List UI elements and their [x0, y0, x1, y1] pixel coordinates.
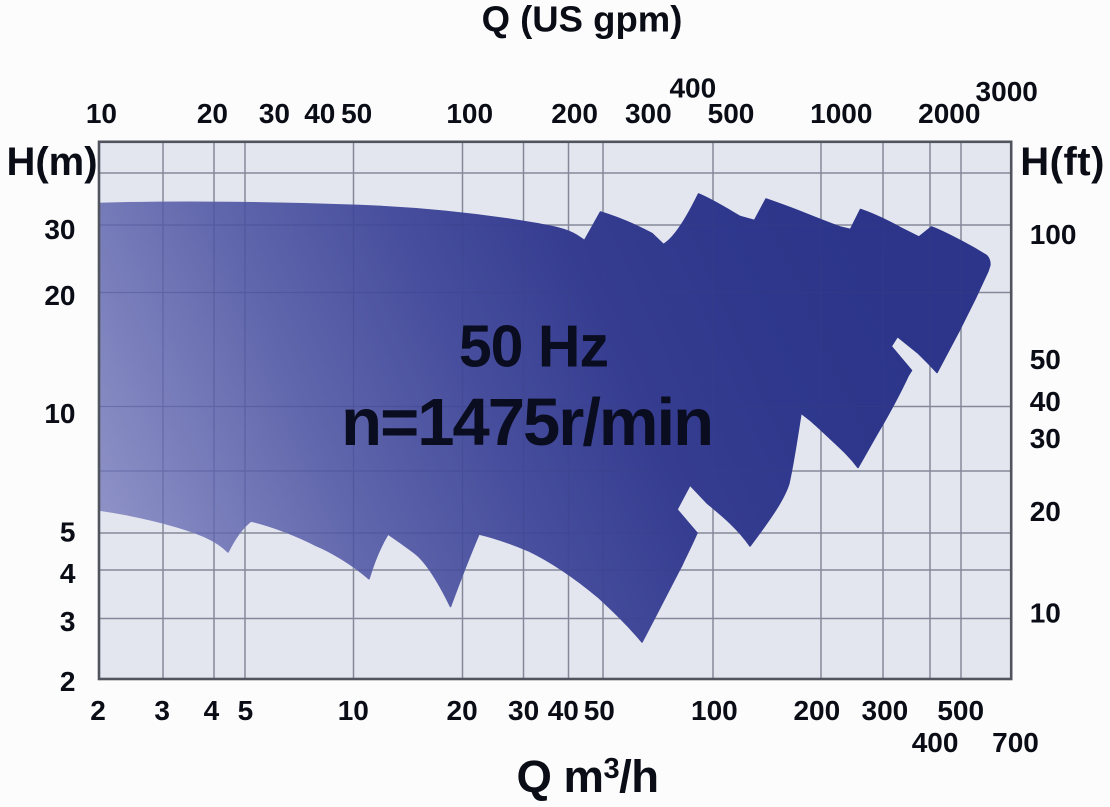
svg-text:4: 4 — [60, 558, 76, 589]
svg-text:500: 500 — [937, 695, 984, 726]
svg-text:50 Hz: 50 Hz — [459, 314, 608, 380]
svg-text:200: 200 — [551, 98, 598, 129]
svg-text:10: 10 — [86, 98, 117, 129]
svg-text:Q (US gpm): Q (US gpm) — [482, 0, 683, 40]
svg-text:2000: 2000 — [918, 98, 980, 129]
svg-text:40: 40 — [1030, 386, 1061, 417]
svg-text:50: 50 — [1030, 344, 1061, 375]
svg-text:50: 50 — [584, 695, 615, 726]
svg-text:20: 20 — [447, 695, 478, 726]
svg-text:50: 50 — [341, 98, 372, 129]
svg-text:30: 30 — [259, 98, 290, 129]
svg-text:10: 10 — [1030, 598, 1061, 629]
svg-text:20: 20 — [1030, 496, 1061, 527]
svg-text:n=1475r/min: n=1475r/min — [341, 385, 712, 460]
svg-text:3: 3 — [60, 606, 76, 637]
svg-text:30: 30 — [508, 695, 539, 726]
svg-text:100: 100 — [446, 98, 493, 129]
svg-text:30: 30 — [44, 214, 75, 245]
svg-text:400: 400 — [669, 72, 716, 103]
svg-text:300: 300 — [862, 695, 909, 726]
svg-text:5: 5 — [60, 517, 76, 548]
svg-text:20: 20 — [44, 280, 75, 311]
svg-text:2: 2 — [90, 695, 106, 726]
svg-text:20: 20 — [197, 98, 228, 129]
svg-text:H(ft): H(ft) — [1020, 140, 1105, 184]
svg-text:40: 40 — [548, 695, 579, 726]
svg-text:40: 40 — [304, 98, 335, 129]
svg-text:4: 4 — [204, 695, 220, 726]
svg-text:500: 500 — [708, 98, 755, 129]
svg-text:10: 10 — [44, 398, 75, 429]
svg-text:5: 5 — [238, 695, 254, 726]
svg-text:700: 700 — [992, 727, 1039, 758]
svg-text:30: 30 — [1030, 423, 1061, 454]
svg-text:10: 10 — [338, 695, 369, 726]
svg-text:1000: 1000 — [810, 98, 872, 129]
svg-text:100: 100 — [1030, 219, 1077, 250]
svg-text:2: 2 — [60, 666, 76, 697]
svg-text:3000: 3000 — [976, 76, 1038, 107]
svg-text:400: 400 — [912, 727, 959, 758]
svg-text:200: 200 — [793, 695, 840, 726]
svg-text:H(m): H(m) — [6, 140, 97, 184]
svg-text:Q m3/h: Q m3/h — [516, 751, 658, 802]
svg-text:300: 300 — [625, 98, 672, 129]
svg-text:100: 100 — [691, 695, 738, 726]
svg-text:3: 3 — [154, 695, 170, 726]
